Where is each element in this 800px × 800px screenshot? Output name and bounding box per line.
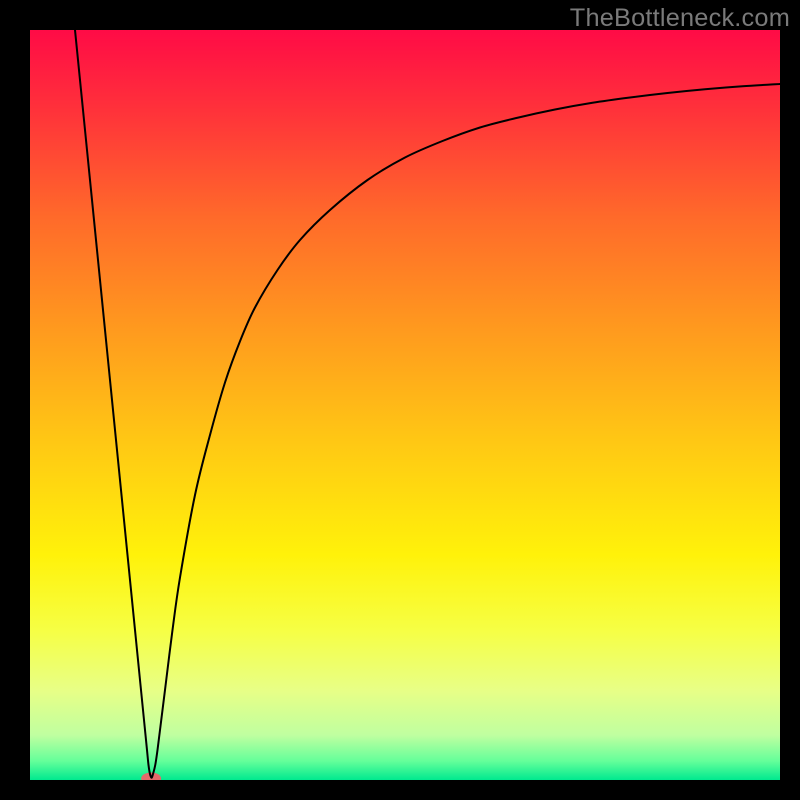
plot-background bbox=[30, 30, 780, 780]
chart-container: { "watermark": { "text": "TheBottleneck.… bbox=[0, 0, 800, 800]
bottleneck-chart bbox=[0, 0, 800, 800]
